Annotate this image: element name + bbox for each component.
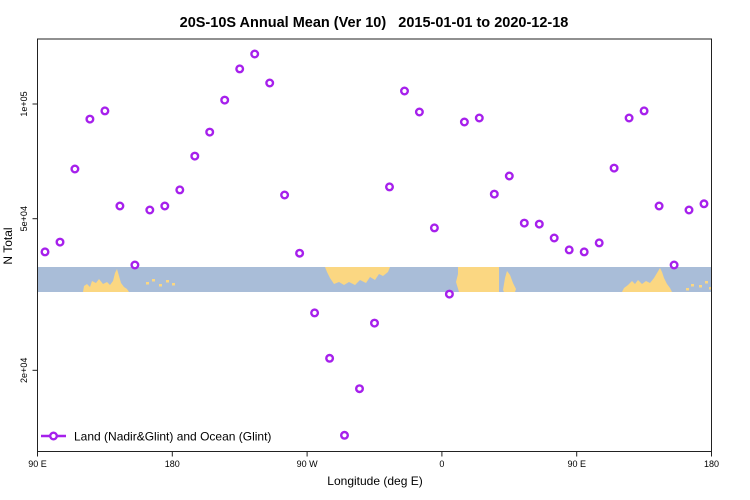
y-axis-title: N Total <box>1 227 15 264</box>
y-axis-ticks: 1e+05 5e+04 2e+04 <box>19 91 38 383</box>
data-point <box>160 201 170 211</box>
data-point <box>534 219 544 229</box>
data-point <box>370 318 380 328</box>
x-axis-ticks: 90 E 180 90 W 0 90 E 180 <box>28 451 719 469</box>
x-tick-label: 90 E <box>28 459 47 469</box>
chart-title: 20S-10S Annual Mean (Ver 10) 2015-01-01 … <box>180 15 569 31</box>
data-point <box>265 78 275 88</box>
data-point <box>250 49 260 59</box>
data-point <box>564 245 574 255</box>
x-axis-title: Longitude (deg E) <box>327 474 422 488</box>
land-mass <box>83 269 129 292</box>
data-point <box>444 289 454 299</box>
data-point <box>55 237 65 247</box>
y-tick-label: 2e+04 <box>19 358 29 383</box>
legend-marker-icon <box>49 431 59 441</box>
data-point <box>519 218 529 228</box>
plot-box <box>37 38 712 452</box>
data-point <box>205 127 215 137</box>
x-tick-label: 90 E <box>567 459 586 469</box>
data-point <box>654 201 664 211</box>
island-dot <box>152 279 155 282</box>
island-dot <box>705 281 708 284</box>
x-tick-label: 180 <box>704 459 719 469</box>
x-tick-label: 180 <box>165 459 180 469</box>
land-mass <box>622 268 672 292</box>
land-mass <box>456 267 499 292</box>
island-dot <box>172 283 175 286</box>
island-dot <box>686 288 689 291</box>
data-point <box>295 248 305 258</box>
data-point <box>624 113 634 123</box>
legend: Land (Nadir&Glint) and Ocean (Glint) <box>41 430 271 444</box>
data-point <box>85 114 95 124</box>
data-point <box>669 260 679 270</box>
data-point <box>549 233 559 243</box>
data-point <box>220 95 230 105</box>
data-points <box>40 49 709 440</box>
data-point <box>429 223 439 233</box>
data-point <box>400 86 410 96</box>
land-mass <box>325 267 390 285</box>
data-point <box>40 247 50 257</box>
data-point <box>579 247 589 257</box>
land-mass <box>503 271 516 292</box>
y-tick-label: 1e+05 <box>19 91 29 116</box>
data-point <box>325 353 335 363</box>
island-dot <box>691 284 694 287</box>
data-point <box>115 201 125 211</box>
latitude-map-band <box>37 267 712 292</box>
data-point <box>235 64 245 74</box>
legend-label: Land (Nadir&Glint) and Ocean (Glint) <box>74 430 271 444</box>
x-tick-label: 90 W <box>297 459 319 469</box>
island-dot <box>699 285 702 288</box>
data-point <box>414 107 424 117</box>
data-point <box>684 205 694 215</box>
data-point <box>190 151 200 161</box>
island-dot <box>166 280 169 283</box>
data-point <box>340 430 350 440</box>
data-point <box>145 205 155 215</box>
data-point <box>459 117 469 127</box>
data-point <box>474 113 484 123</box>
data-point <box>504 171 514 181</box>
data-point <box>609 163 619 173</box>
data-point <box>355 384 365 394</box>
y-tick-label: 5e+04 <box>19 206 29 231</box>
data-point <box>699 199 709 209</box>
data-point <box>175 185 185 195</box>
island-dot <box>146 282 149 285</box>
data-point <box>310 308 320 318</box>
island-dot <box>159 284 162 287</box>
data-point <box>130 260 140 270</box>
data-point <box>70 164 80 174</box>
data-point <box>489 189 499 199</box>
island-dot <box>709 287 712 290</box>
data-point <box>100 106 110 116</box>
data-point <box>594 238 604 248</box>
data-point <box>385 182 395 192</box>
x-tick-label: 0 <box>439 459 444 469</box>
data-point <box>639 106 649 116</box>
data-point <box>280 190 290 200</box>
